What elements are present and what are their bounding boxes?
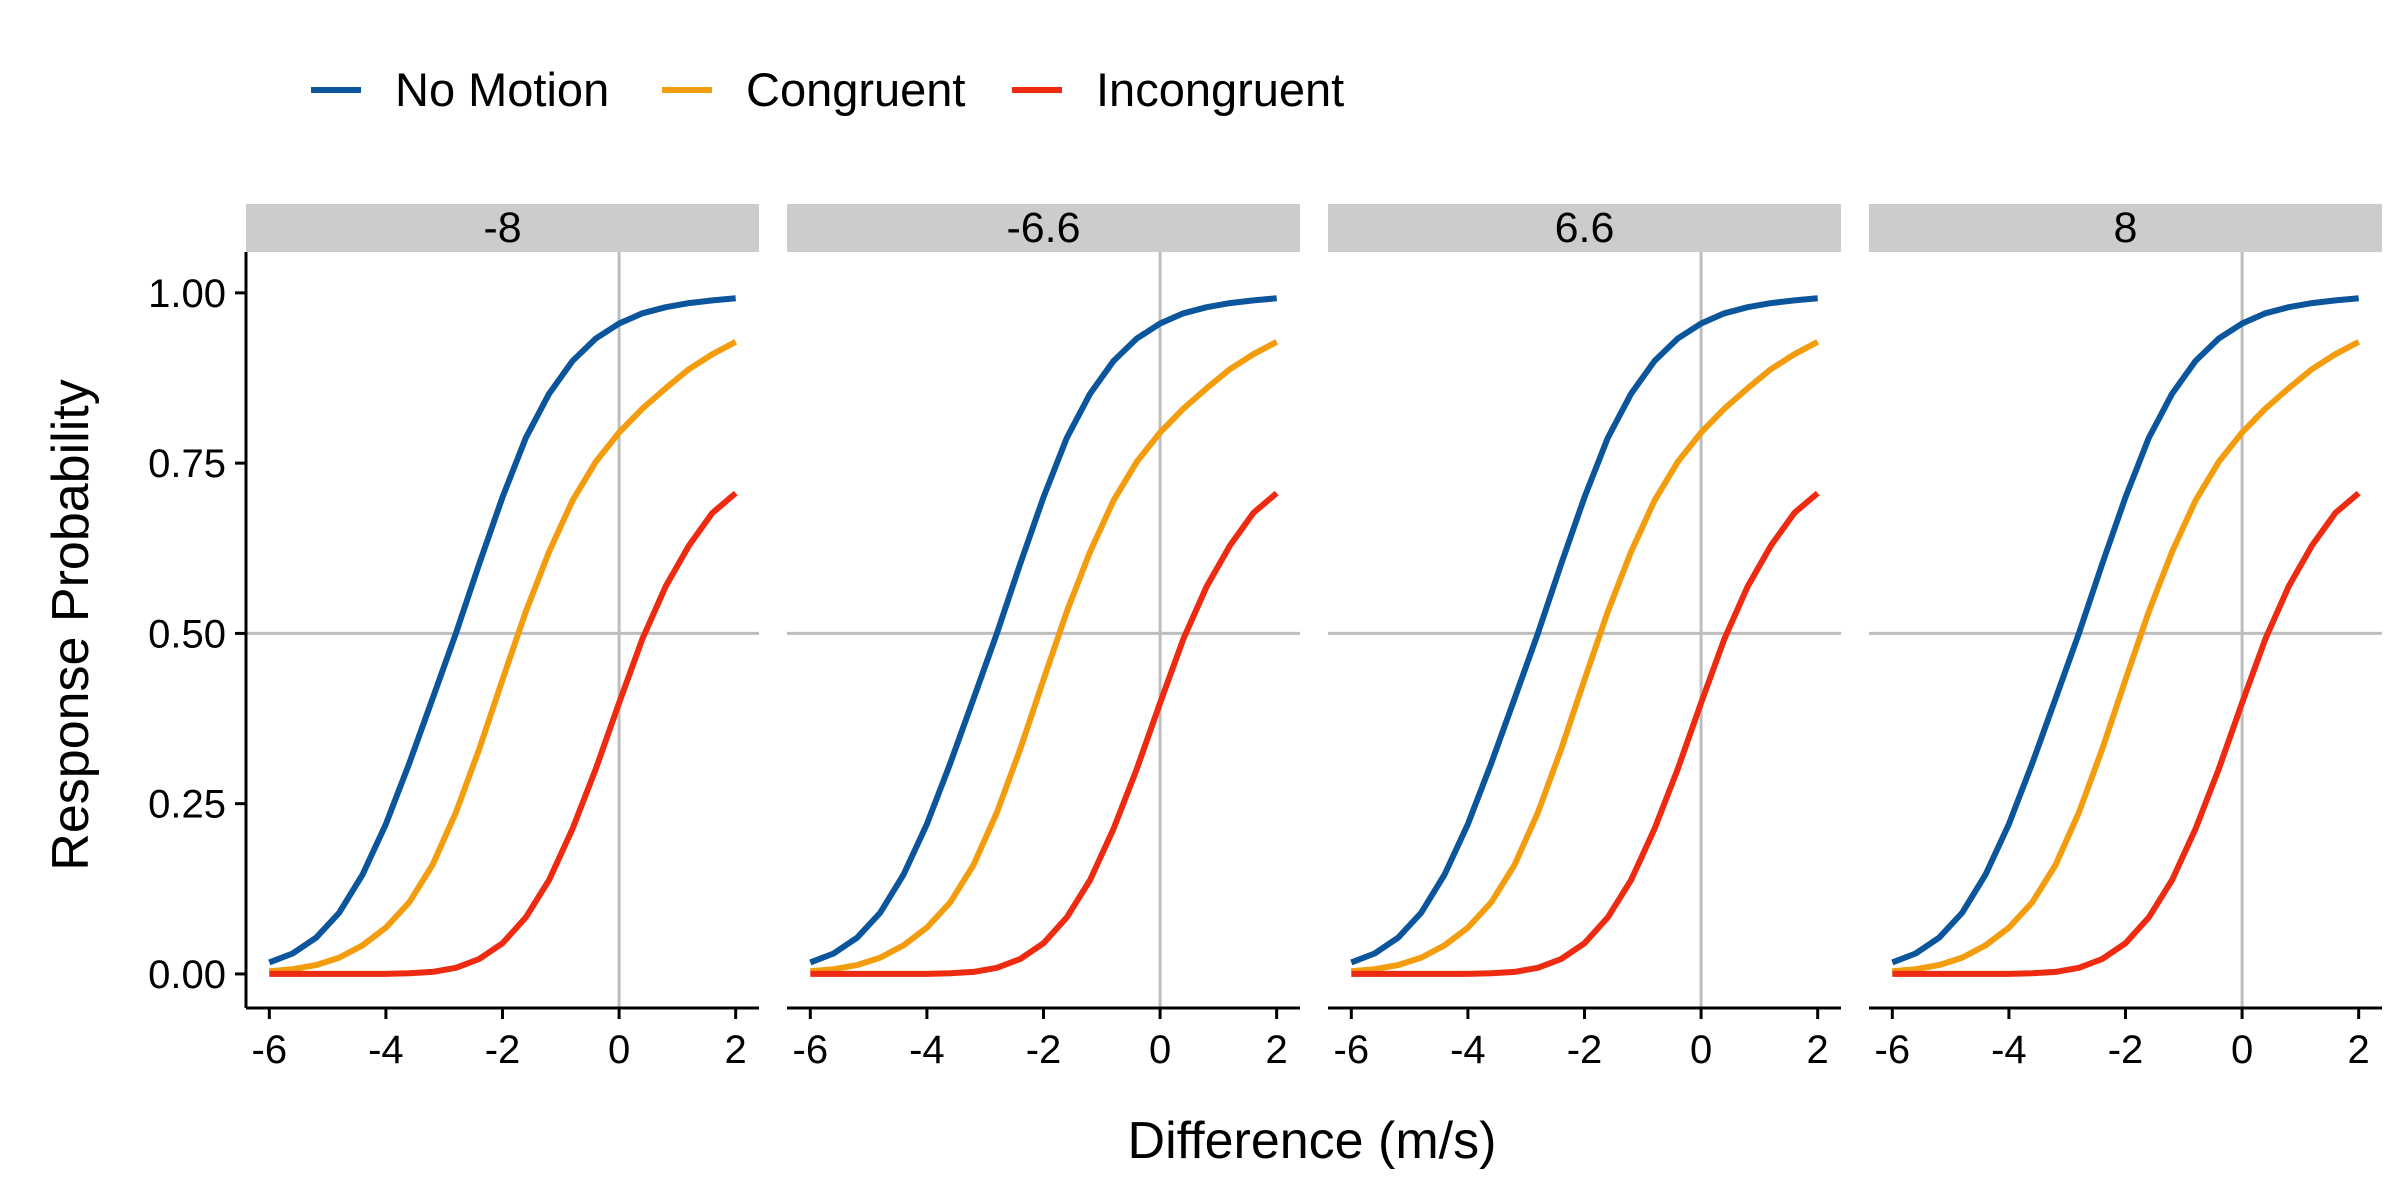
x-tick-label: -6 (1875, 1028, 1911, 1072)
series-line-congruent (269, 339, 738, 975)
facet-strip-label: -6.6 (1006, 204, 1080, 252)
x-axis-title: Difference (m/s) (1128, 1112, 1497, 1170)
x-tick-label: -4 (1450, 1028, 1486, 1072)
series-line-no-motion (1891, 295, 2359, 966)
series-line-congruent (1892, 339, 2361, 975)
series-line-incongruent (1351, 490, 1820, 977)
x-tick-label: 0 (1149, 1028, 1171, 1072)
facet-panel-0: -8 0.00 0.25 0.50 0.75 1.00 -6 -4 -2 0 2 (148, 204, 759, 1072)
series-line-no-motion (1350, 295, 1818, 966)
x-tick-label: -6 (252, 1028, 288, 1072)
facet-panels: -8 0.00 0.25 0.50 0.75 1.00 -6 -4 -2 0 2 -6.6 -6 -4 -2… (148, 204, 2382, 1072)
y-tick-label: 0.50 (148, 612, 226, 656)
x-tick-label: 2 (1807, 1028, 1829, 1072)
facet-panel-1: -6.6 -6 -4 -2 0 2 (787, 204, 1300, 1072)
series-line-congruent (1351, 339, 1820, 975)
legend-label-1: Congruent (746, 63, 966, 116)
x-tick-label: -6 (1334, 1028, 1370, 1072)
series-line-no-motion (268, 295, 736, 966)
legend-label-2: Incongruent (1096, 63, 1344, 116)
x-tick-label: 2 (2348, 1028, 2370, 1072)
x-tick-label: -4 (1991, 1028, 2027, 1072)
x-tick-label: -6 (793, 1028, 829, 1072)
series-line-incongruent (269, 490, 738, 977)
x-tick-label: 0 (608, 1028, 630, 1072)
facet-strip-label: 8 (2114, 204, 2138, 252)
x-tick-label: 2 (725, 1028, 747, 1072)
series-line-no-motion (809, 295, 1277, 966)
y-tick-label: 0.25 (148, 783, 226, 827)
facet-strip (1328, 204, 1841, 252)
x-tick-label: -2 (485, 1028, 521, 1072)
facet-strip (1869, 204, 2382, 252)
x-tick-label: -2 (2108, 1028, 2144, 1072)
facet-panel-2: 6.6 -6 -4 -2 0 2 (1328, 204, 1841, 1072)
y-tick-label: 1.00 (148, 272, 226, 316)
facet-strip-label: 6.6 (1555, 204, 1615, 252)
y-tick-label: 0.75 (148, 442, 226, 486)
x-tick-label: 0 (2231, 1028, 2253, 1072)
x-tick-label: -4 (368, 1028, 404, 1072)
x-tick-label: 2 (1266, 1028, 1288, 1072)
series-line-incongruent (1892, 490, 2361, 977)
series-line-congruent (810, 339, 1279, 975)
series-line-incongruent (810, 490, 1279, 977)
facet-strip (246, 204, 759, 252)
facet-strip (787, 204, 1300, 252)
y-tick-label: 0.00 (148, 953, 226, 997)
y-axis-title: Response Probability (42, 379, 100, 870)
x-tick-label: 0 (1690, 1028, 1712, 1072)
legend: No Motion Congruent Incongruent (311, 63, 1344, 116)
legend-label-0: No Motion (395, 63, 609, 116)
facet-panel-3: 8 -6 -4 -2 0 2 (1869, 204, 2382, 1072)
x-tick-label: -2 (1026, 1028, 1062, 1072)
facet-strip-label: -8 (483, 204, 521, 252)
x-tick-label: -2 (1567, 1028, 1603, 1072)
x-tick-label: -4 (909, 1028, 945, 1072)
